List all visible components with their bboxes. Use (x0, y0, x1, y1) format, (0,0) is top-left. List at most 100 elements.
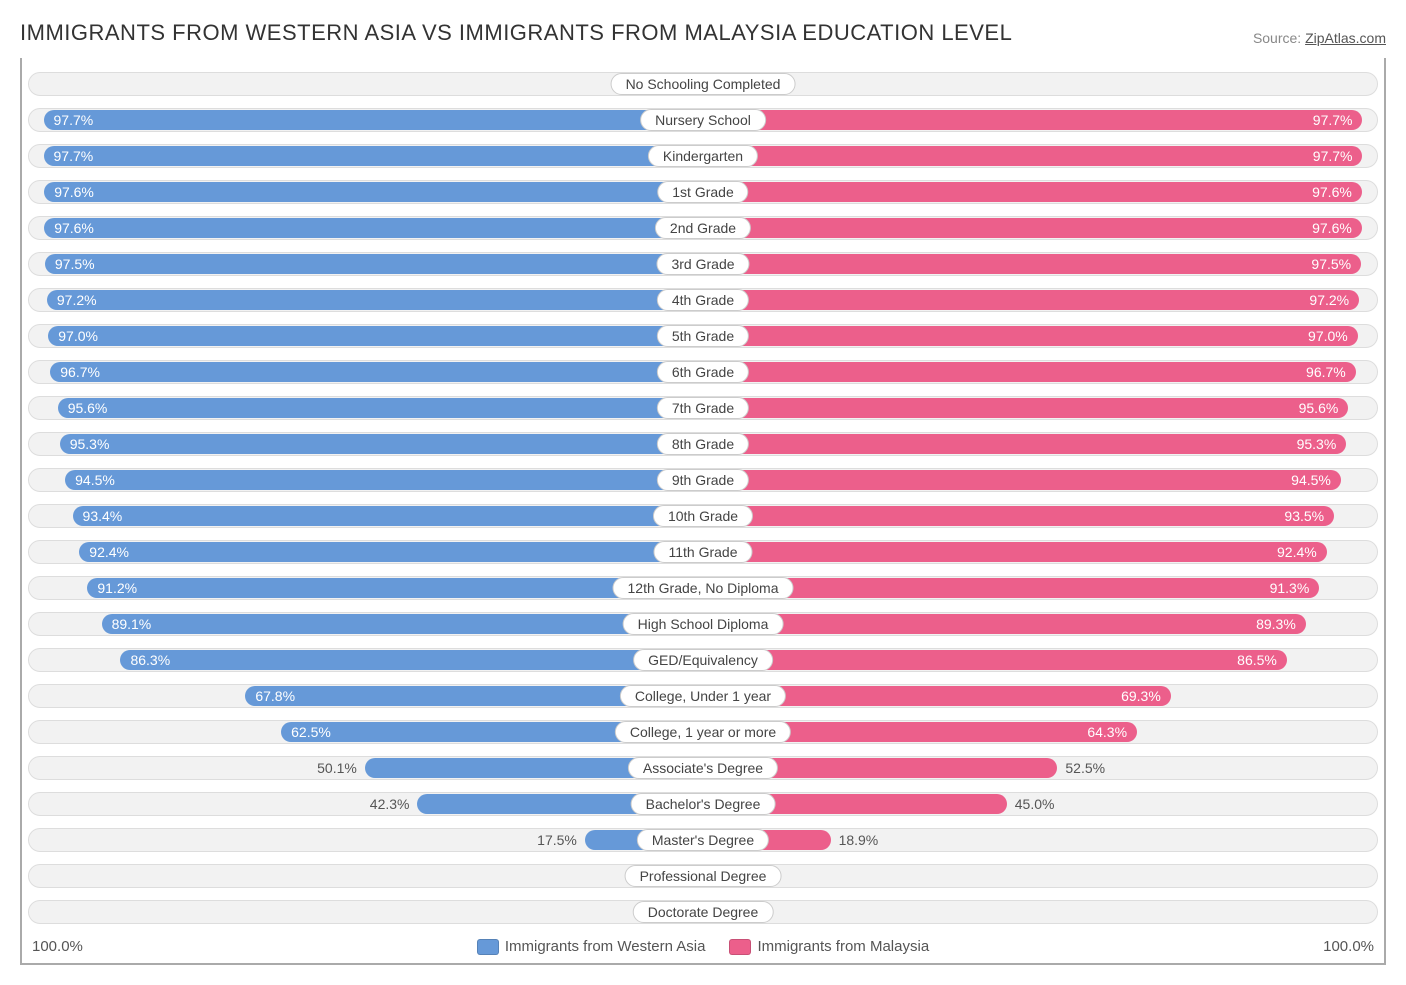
chart-row: 5.4%5.7%Professional Degree (28, 860, 1378, 892)
chart-row: 42.3% 45.0% Bachelor's Degree (28, 788, 1378, 820)
value-left: 96.7% (60, 364, 100, 380)
bar-right (703, 362, 1356, 382)
legend-item-right: Immigrants from Malaysia (729, 938, 929, 955)
legend-label-right: Immigrants from Malaysia (757, 938, 929, 955)
bar-left (73, 506, 703, 526)
category-label: 10th Grade (653, 505, 753, 527)
value-right: 95.3% (1297, 436, 1337, 452)
value-right: 45.0% (1015, 796, 1055, 812)
value-right: 91.3% (1270, 580, 1310, 596)
category-label: 9th Grade (657, 469, 749, 491)
chart-legend: Immigrants from Western Asia Immigrants … (83, 938, 1323, 955)
chart-header: IMMIGRANTS FROM WESTERN ASIA VS IMMIGRAN… (20, 20, 1386, 46)
chart-row: 17.5%18.9%Master's Degree (28, 824, 1378, 856)
chart-row: 97.2% 97.2% 4th Grade (28, 284, 1378, 316)
bar-right (703, 650, 1287, 670)
category-label: High School Diploma (623, 613, 784, 635)
legend-swatch-right (729, 939, 751, 955)
bar-right (703, 398, 1348, 418)
category-label: 11th Grade (653, 541, 752, 563)
chart-row: 86.3% 86.5% GED/Equivalency (28, 644, 1378, 676)
bar-left (65, 470, 703, 490)
bar-left (47, 290, 703, 310)
value-left: 17.5% (537, 832, 577, 848)
value-right: 94.5% (1291, 472, 1331, 488)
axis-max-left: 100.0% (32, 938, 83, 955)
bar-right (703, 146, 1362, 166)
value-left: 50.1% (317, 760, 357, 776)
value-left: 97.7% (54, 112, 94, 128)
chart-row: 97.6%97.6%2nd Grade (28, 212, 1378, 244)
value-left: 97.6% (54, 184, 94, 200)
category-label: 4th Grade (657, 289, 749, 311)
source-link[interactable]: ZipAtlas.com (1305, 30, 1386, 46)
category-label: Associate's Degree (628, 757, 778, 779)
chart-row: 97.0%97.0%5th Grade (28, 320, 1378, 352)
value-left: 67.8% (255, 688, 295, 704)
bar-left (79, 542, 703, 562)
chart-row: 2.2%2.6%Doctorate Degree (28, 896, 1378, 928)
value-right: 86.5% (1237, 652, 1277, 668)
bar-right (703, 254, 1361, 274)
chart-row: 95.6%95.6%7th Grade (28, 392, 1378, 424)
category-label: Professional Degree (625, 865, 782, 887)
bar-left (45, 254, 703, 274)
bar-right (703, 182, 1362, 202)
bar-left (44, 110, 703, 130)
value-left: 89.1% (112, 616, 152, 632)
diverging-bar-chart: 2.3%2.3%No Schooling Completed 97.7% 97.7%… (20, 58, 1386, 965)
bar-right (703, 578, 1319, 598)
chart-row: 97.6%97.6%1st Grade (28, 176, 1378, 208)
category-label: Nursery School (640, 109, 766, 131)
value-right: 95.6% (1299, 400, 1339, 416)
bar-right (703, 542, 1327, 562)
chart-row: 96.7% 96.7% 6th Grade (28, 356, 1378, 388)
category-label: 6th Grade (657, 361, 749, 383)
category-label: 5th Grade (657, 325, 749, 347)
category-label: 7th Grade (657, 397, 749, 419)
value-left: 42.3% (370, 796, 410, 812)
bar-right (703, 326, 1358, 346)
legend-item-left: Immigrants from Western Asia (477, 938, 706, 955)
source-label: Source: (1253, 30, 1301, 46)
bar-right (703, 290, 1359, 310)
category-label: Bachelor's Degree (631, 793, 776, 815)
chart-row: 91.2%91.3%12th Grade, No Diploma (28, 572, 1378, 604)
chart-row: 50.1% 52.5% Associate's Degree (28, 752, 1378, 784)
bar-right (703, 218, 1362, 238)
value-right: 18.9% (839, 832, 879, 848)
category-label: 12th Grade, No Diploma (613, 577, 794, 599)
category-label: 2nd Grade (655, 217, 751, 239)
chart-row: 67.8% 69.3% College, Under 1 year (28, 680, 1378, 712)
chart-row: 97.5%97.5%3rd Grade (28, 248, 1378, 280)
category-label: GED/Equivalency (633, 649, 773, 671)
value-left: 93.4% (83, 508, 123, 524)
category-label: 1st Grade (657, 181, 748, 203)
value-left: 86.3% (130, 652, 170, 668)
bar-left (44, 182, 703, 202)
value-left: 97.2% (57, 292, 97, 308)
category-label: College, 1 year or more (615, 721, 791, 743)
value-left: 97.7% (54, 148, 94, 164)
category-label: College, Under 1 year (620, 685, 786, 707)
bar-left (87, 578, 703, 598)
chart-row: 94.5%94.5%9th Grade (28, 464, 1378, 496)
value-right: 97.2% (1309, 292, 1349, 308)
category-label: 3rd Grade (656, 253, 749, 275)
chart-row: 2.3%2.3%No Schooling Completed (28, 68, 1378, 100)
value-left: 92.4% (89, 544, 129, 560)
chart-footer: 100.0% Immigrants from Western Asia Immi… (22, 932, 1384, 963)
chart-title: IMMIGRANTS FROM WESTERN ASIA VS IMMIGRAN… (20, 20, 1012, 46)
value-right: 96.7% (1306, 364, 1346, 380)
chart-row: 95.3%95.3%8th Grade (28, 428, 1378, 460)
category-label: No Schooling Completed (611, 73, 796, 95)
value-right: 69.3% (1121, 688, 1161, 704)
chart-row: 89.1%89.3%High School Diploma (28, 608, 1378, 640)
bar-right (703, 434, 1346, 454)
value-left: 97.0% (58, 328, 98, 344)
chart-row: 62.5%64.3%College, 1 year or more (28, 716, 1378, 748)
value-right: 93.5% (1284, 508, 1324, 524)
value-right: 97.6% (1312, 220, 1352, 236)
bar-left (58, 398, 703, 418)
value-right: 52.5% (1065, 760, 1105, 776)
